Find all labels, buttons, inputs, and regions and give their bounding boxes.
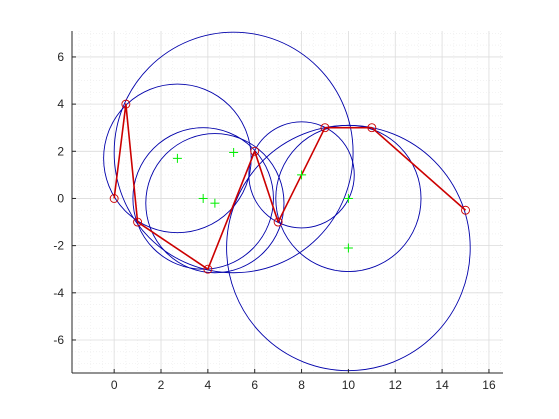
x-tick-label: 6 [251, 378, 258, 392]
y-tick-label: 6 [57, 50, 64, 64]
y-tick-label: 4 [57, 97, 64, 111]
y-tick-label: -6 [53, 333, 64, 347]
x-tick-label: 4 [205, 378, 212, 392]
x-tick-label: 8 [298, 378, 305, 392]
x-tick-label: 16 [482, 378, 496, 392]
y-tick-label: 0 [57, 191, 64, 205]
x-tick-label: 14 [435, 378, 449, 392]
y-tick-label: -4 [53, 286, 64, 300]
x-tick-label: 10 [342, 378, 356, 392]
x-tick-label: 2 [158, 378, 165, 392]
y-tick-label: 2 [57, 144, 64, 158]
y-tick-label: -2 [53, 239, 64, 253]
x-tick-label: 12 [389, 378, 403, 392]
x-tick-label: 0 [111, 378, 118, 392]
